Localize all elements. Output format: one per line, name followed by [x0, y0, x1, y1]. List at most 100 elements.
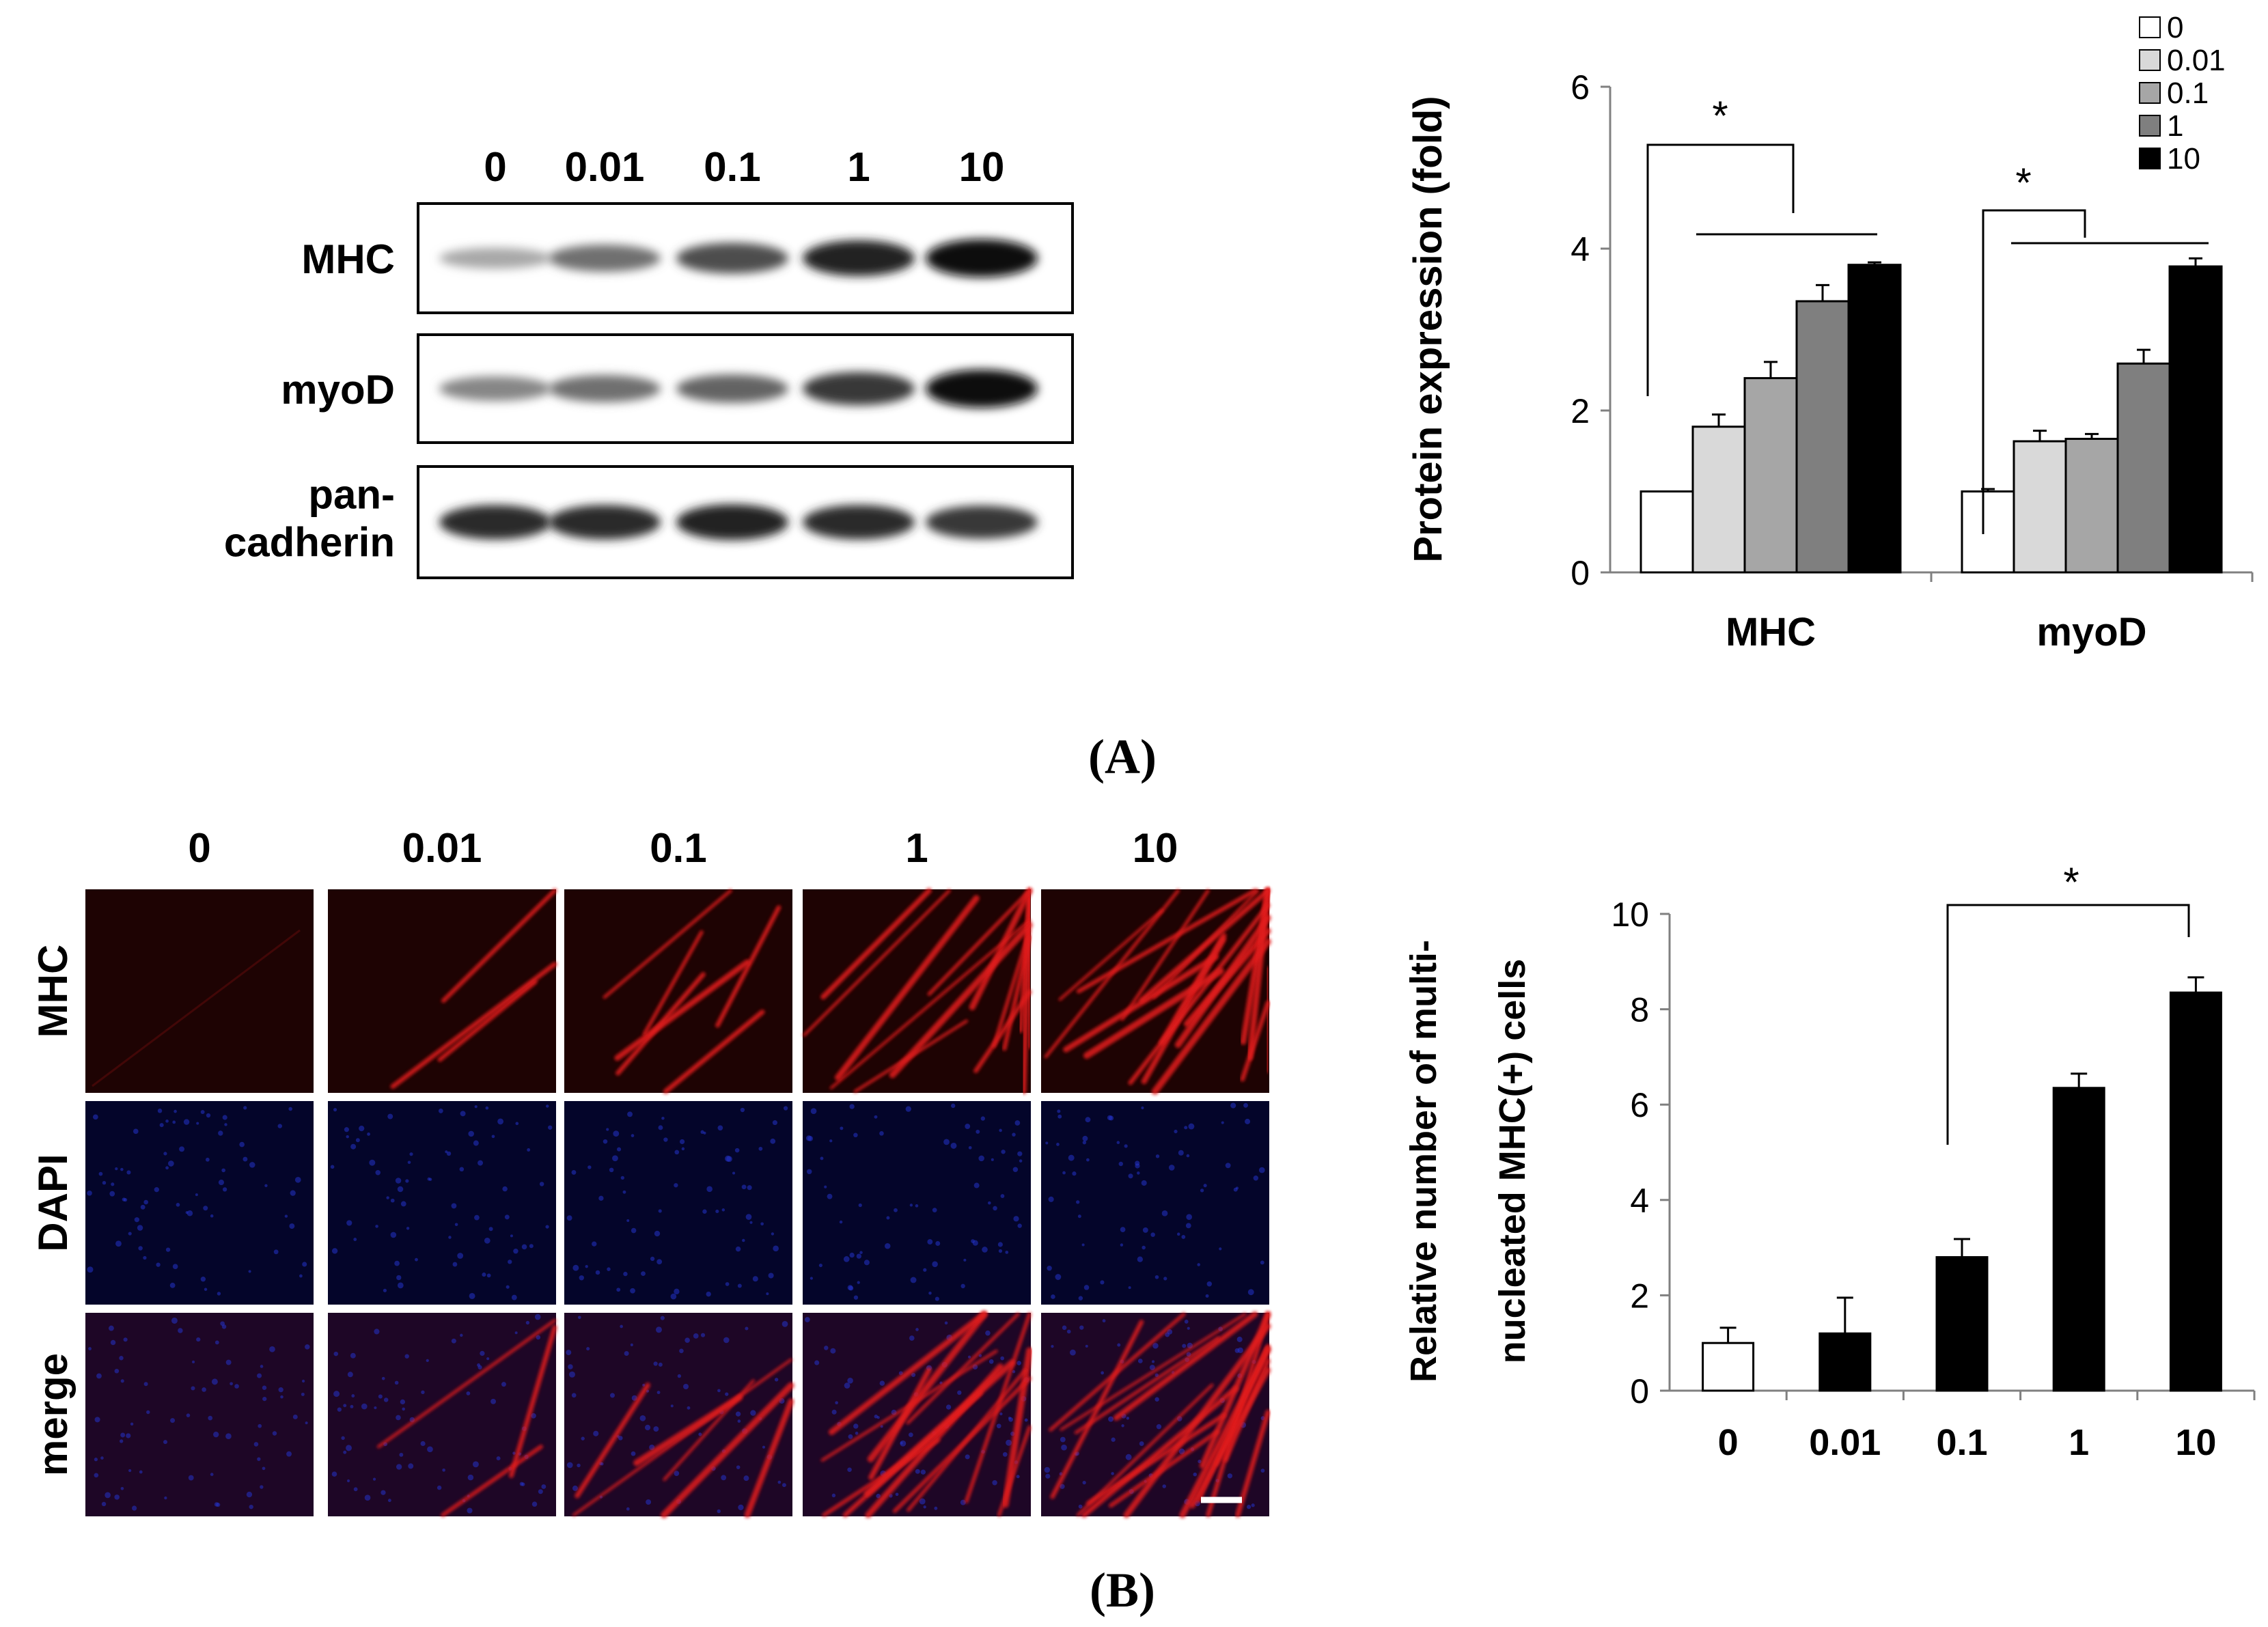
blot-lane-label: 10 [959, 144, 1005, 190]
nucleus-dot [654, 1230, 661, 1237]
myotube-fiber [1076, 1383, 1214, 1517]
blot-band [676, 242, 788, 274]
myotube-fiber [744, 1398, 794, 1518]
x-category-label: 0.1 [1936, 1422, 1987, 1463]
nucleus-dot [577, 1463, 581, 1468]
nucleus-dot [394, 1260, 400, 1266]
nucleus-dot [1060, 1484, 1065, 1489]
nucleus-dot [943, 1139, 950, 1145]
nucleus-dot [853, 1295, 859, 1300]
nucleus-dot [577, 1316, 581, 1320]
x-category-label: 0 [1718, 1422, 1739, 1463]
nucleus-dot [404, 1354, 409, 1359]
nucleus-dot [299, 1274, 303, 1278]
nucleus-dot [1101, 1371, 1105, 1375]
nucleus-dot [732, 1171, 736, 1175]
myotube-fiber [803, 889, 951, 1037]
nucleus-dot [346, 1135, 349, 1139]
nucleus-dot [1078, 1296, 1083, 1301]
nucleus-dot [997, 1242, 1003, 1247]
nucleus-dot [631, 1227, 637, 1234]
nucleus-dot [653, 1361, 658, 1366]
nucleus-dot [762, 1445, 766, 1449]
nucleus-dot [246, 1491, 253, 1498]
legend-swatch [2139, 115, 2161, 137]
nucleus-dot [467, 1474, 474, 1481]
nucleus-dot [571, 1169, 577, 1175]
nucleus-dot [506, 1285, 510, 1289]
nucleus-dot [886, 1216, 890, 1220]
nucleus-dot [88, 1347, 92, 1350]
nucleus-dot [140, 1204, 146, 1210]
nucleus-dot [387, 1499, 391, 1503]
nucleus-dot [849, 1104, 855, 1109]
nucleus-dot [451, 1203, 457, 1209]
nucleus-dot [102, 1181, 107, 1185]
nucleus-dot [120, 1379, 124, 1383]
nucleus-dot [698, 1432, 702, 1436]
nucleus-dot [243, 1106, 247, 1110]
nucleus-dot [737, 1419, 741, 1423]
nucleus-dot [1082, 1481, 1086, 1485]
myotube-fiber [1240, 1000, 1271, 1082]
nucleus-dot [880, 1425, 883, 1428]
nucleus-dot [346, 1220, 352, 1226]
myotube-fiber [1058, 908, 1164, 1001]
nucleus-dot [566, 1215, 572, 1221]
nucleus-dot [639, 1415, 646, 1421]
nucleus-dot [859, 1251, 863, 1255]
nucleus-dot [773, 1245, 779, 1252]
blot-band [803, 240, 915, 277]
nucleus-dot [448, 1236, 452, 1239]
nucleus-dot [807, 1169, 812, 1175]
nucleus-dot [1193, 1472, 1198, 1477]
nucleus-dot [978, 1155, 984, 1162]
nucleus-dot [874, 1115, 878, 1119]
nucleus-dot [1187, 1326, 1190, 1330]
nucleus-dot [531, 1501, 538, 1507]
legend-label: 0 [2167, 11, 2183, 44]
nucleus-dot [1197, 1263, 1200, 1266]
nucleus-dot [101, 1501, 107, 1507]
nucleus-dot [234, 1384, 239, 1389]
nucleus-dot [383, 1288, 387, 1292]
nucleus-dot [770, 1138, 776, 1144]
nucleus-dot [258, 1423, 262, 1428]
nucleus-dot [849, 1252, 855, 1258]
nucleus-dot [355, 1138, 360, 1143]
nucleus-dot [631, 1451, 636, 1456]
nucleus-dot [717, 1389, 721, 1393]
nucleus-dot [179, 1146, 185, 1152]
myotube-fiber [437, 979, 538, 1062]
nucleus-dot [760, 1222, 764, 1226]
nucleus-dot [525, 1320, 530, 1325]
nucleus-dot [1108, 1416, 1114, 1422]
nucleus-dot [831, 1409, 837, 1415]
nucleus-dot [420, 1441, 426, 1447]
nucleus-dot [211, 1378, 218, 1385]
blot-row-label: cadherin [224, 520, 395, 566]
nucleus-dot [305, 1344, 310, 1350]
nucleus-dot [874, 1415, 879, 1419]
nucleus-dot [1045, 1473, 1051, 1479]
nucleus-dot [195, 1193, 198, 1197]
significance-star: * [2063, 859, 2079, 905]
nucleus-dot [93, 1114, 98, 1120]
nucleus-dot [717, 1125, 723, 1131]
nucleus-dot [1044, 1466, 1051, 1473]
nucleus-dot [723, 1337, 730, 1344]
nucleus-dot [609, 1393, 616, 1398]
nucleus-dot [777, 1480, 782, 1484]
nucleus-dot [239, 1141, 245, 1148]
nucleus-dot [343, 1404, 347, 1408]
nucleus-dot [660, 1316, 665, 1320]
nucleus-dot [1111, 1472, 1114, 1475]
nucleus-dot [353, 1238, 357, 1241]
nucleus-dot [196, 1337, 201, 1342]
nucleus-dot [725, 1155, 731, 1162]
nucleus-dot [814, 1360, 820, 1365]
nucleus-dot [466, 1391, 471, 1395]
blot-lane-label: 0 [484, 144, 506, 190]
nucleus-dot [87, 1266, 94, 1273]
nucleus-dot [128, 1469, 132, 1473]
